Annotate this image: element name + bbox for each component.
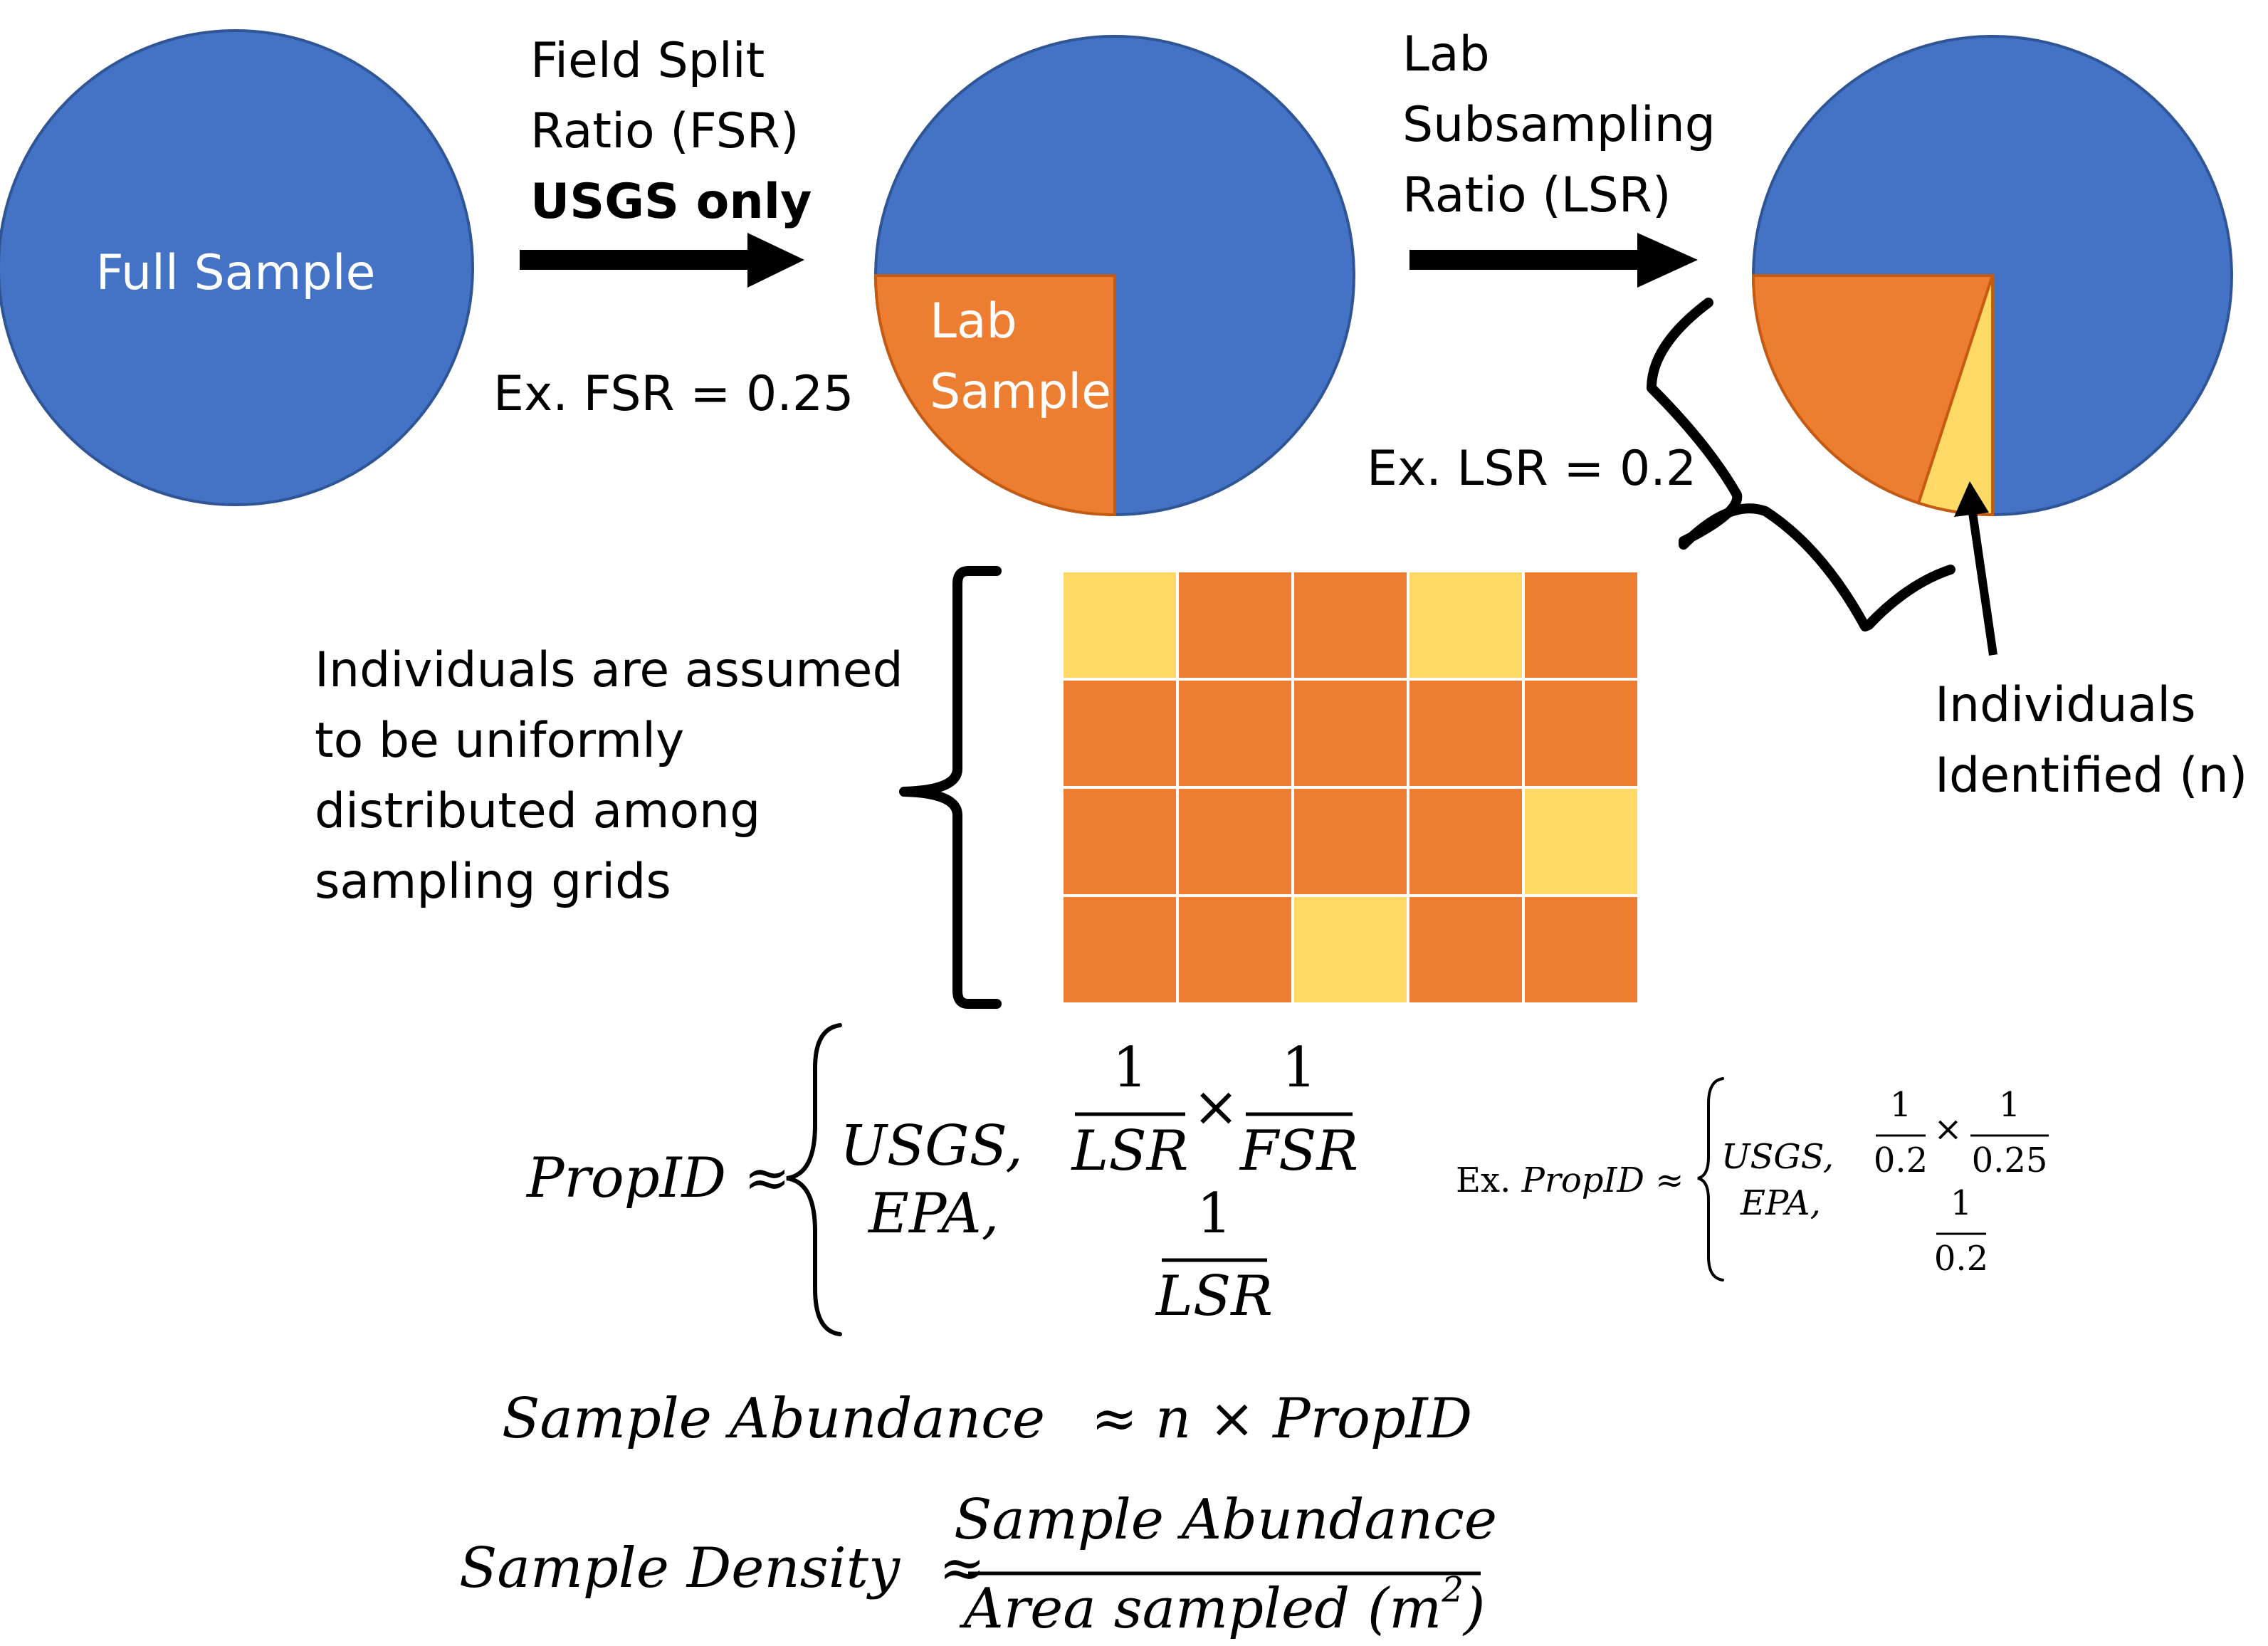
lab-subsampling-title-line1: Lab: [1402, 26, 1490, 83]
lab-sample-label-line1: Lab: [930, 293, 1017, 350]
grid-cell-yellow: [1522, 786, 1640, 897]
abundance-lhs: Sample Abundance: [502, 1387, 1045, 1451]
example-epa-numerator: 1: [1950, 1183, 1973, 1223]
propid-lhs-text: PropID: [527, 1146, 727, 1210]
identified-individuals-slice: [1916, 275, 1994, 517]
zigzag-brace: [1647, 298, 1955, 631]
grid-cell-yellow: [1291, 894, 1409, 1005]
propid-epa-denominator: LSR: [1156, 1264, 1273, 1328]
grid-brace: [899, 566, 1002, 1009]
grid-cell-orange: [1176, 786, 1294, 897]
lab-subsampling-arrow: [1409, 233, 1698, 288]
field-split-arrow: [520, 233, 804, 288]
grid-cell-orange: [1291, 570, 1409, 681]
example-lhs: Ex. PropID ≈: [1456, 1159, 1684, 1202]
abundance-approx: ≈: [1091, 1387, 1138, 1451]
lab-sample-label-line2: Sample: [930, 364, 1111, 420]
propid-times: ×: [1192, 1075, 1239, 1139]
example-epa-denominator: 0.2: [1933, 1239, 1989, 1279]
subsample-orange-slice: [1751, 274, 1995, 505]
propid-usgs-lsr-denominator: LSR: [1071, 1119, 1189, 1183]
propid-epa-numerator: 1: [1197, 1182, 1232, 1246]
example-usgs-lsr-numerator: 1: [1889, 1085, 1912, 1125]
grid-cell-orange: [1061, 786, 1179, 897]
fsr-example: Ex. FSR = 0.25: [493, 366, 854, 422]
full-sample-pie: [0, 29, 474, 506]
example-approx: ≈: [1655, 1160, 1684, 1200]
identified-pointer-arrow: [1954, 481, 1997, 656]
grid-cell-orange: [1522, 570, 1640, 681]
grid-cell-orange: [1176, 678, 1294, 789]
grid-cell-orange: [1407, 786, 1525, 897]
density-denominator: Area sampled (m2): [954, 1573, 1495, 1641]
example-lhs-text: PropID: [1521, 1160, 1644, 1200]
grid-cell-orange: [1291, 678, 1409, 789]
example-usgs-fsr-numerator: 1: [1998, 1085, 2021, 1125]
example-usgs-lsr-denominator: 0.2: [1873, 1141, 1928, 1180]
individuals-identified-line2: Identified (n): [1935, 748, 2248, 804]
propid-usgs-fsr-denominator: FSR: [1239, 1119, 1359, 1183]
grid-cell-yellow: [1061, 570, 1179, 681]
abundance-rhs: n × PropID: [1155, 1387, 1473, 1451]
abundance-formula: Sample Abundance ≈ n × PropID: [502, 1387, 1472, 1451]
assumption-line4: sampling grids: [315, 854, 671, 910]
example-prefix: Ex.: [1456, 1160, 1511, 1200]
propid-epa-label: EPA,: [868, 1182, 999, 1246]
field-split-title-line2: Ratio (FSR): [530, 103, 799, 159]
density-lhs: Sample Density ≈: [459, 1536, 985, 1600]
example-usgs-fsr-denominator: 0.25: [1971, 1141, 2048, 1180]
propid-lhs: PropID ≈: [527, 1146, 790, 1210]
propid-usgs-lsr-numerator: 1: [1112, 1036, 1148, 1100]
propid-usgs-label: USGS,: [840, 1114, 1023, 1178]
density-approx: ≈: [938, 1536, 986, 1600]
full-sample-label: Full Sample: [95, 245, 376, 301]
usgs-only-note: USGS only: [530, 174, 812, 230]
grid-cell-orange: [1061, 894, 1179, 1005]
example-usgs-label: USGS,: [1721, 1137, 1834, 1177]
grid-cell-orange: [1061, 678, 1179, 789]
grid-cell-orange: [1176, 894, 1294, 1005]
example-brace: [1697, 1077, 1724, 1281]
grid-cell-orange: [1522, 678, 1640, 789]
grid-cell-orange: [1407, 678, 1525, 789]
propid-approx: ≈: [743, 1146, 791, 1210]
grid-cell-orange: [1176, 570, 1294, 681]
example-epa-label: EPA,: [1741, 1183, 1821, 1223]
example-times: ×: [1933, 1109, 1963, 1149]
density-denominator-close: ): [1464, 1577, 1486, 1641]
density-lhs-text: Sample Density: [459, 1536, 901, 1600]
individuals-identified-line1: Individuals: [1935, 677, 2196, 733]
propid-usgs-fsr-numerator: 1: [1281, 1036, 1317, 1100]
propid-brace: [786, 1023, 842, 1336]
grid-cell-orange: [1291, 786, 1409, 897]
density-denominator-exponent: 2: [1442, 1570, 1464, 1610]
assumption-line2: to be uniformly: [315, 713, 685, 769]
sampling-grid: [1061, 570, 1640, 1005]
lab-subsampling-title-line2: Subsampling: [1402, 97, 1716, 153]
assumption-line1: Individuals are assumed: [315, 642, 903, 698]
density-denominator-text: Area sampled (m: [963, 1577, 1442, 1641]
grid-cell-yellow: [1407, 570, 1525, 681]
grid-cell-orange: [1407, 894, 1525, 1005]
lab-subsampling-title-line3: Ratio (LSR): [1402, 167, 1671, 224]
lab-sample-slice: [873, 274, 1116, 517]
grid-cell-orange: [1522, 894, 1640, 1005]
assumption-line3: distributed among: [315, 783, 761, 839]
density-numerator: Sample Abundance: [954, 1488, 1497, 1552]
lsr-example: Ex. LSR = 0.2: [1367, 441, 1697, 497]
field-split-title-line1: Field Split: [530, 33, 765, 89]
